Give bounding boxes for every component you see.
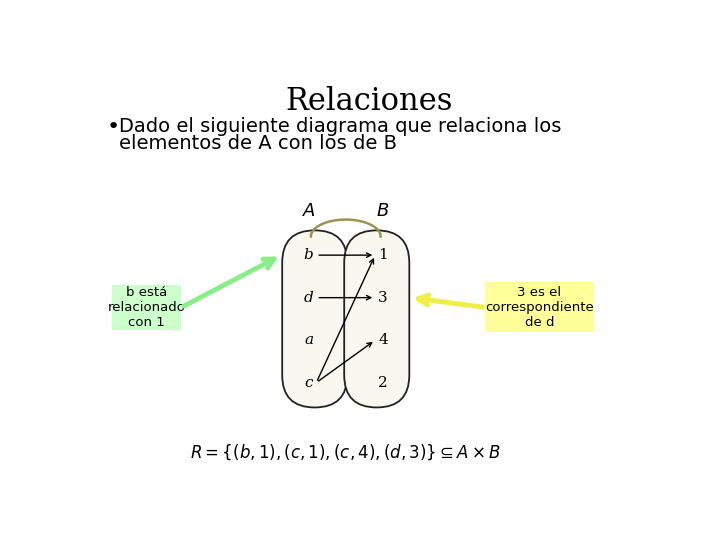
Text: b: b: [304, 248, 313, 262]
Text: a: a: [304, 333, 313, 347]
FancyBboxPatch shape: [485, 282, 594, 333]
Text: 2: 2: [378, 376, 388, 390]
Text: 4: 4: [378, 333, 388, 347]
Text: Dado el siguiente diagrama que relaciona los: Dado el siguiente diagrama que relaciona…: [120, 117, 562, 136]
Text: $A$: $A$: [302, 201, 315, 220]
Text: c: c: [305, 376, 312, 390]
FancyBboxPatch shape: [282, 231, 347, 408]
FancyBboxPatch shape: [344, 231, 409, 408]
Text: •: •: [107, 117, 120, 137]
Text: $R = \{(b,1),(c,1),(c,4),(d,3)\} \subseteq A \times B$: $R = \{(b,1),(c,1),(c,4),(d,3)\} \subset…: [190, 442, 501, 462]
Text: d: d: [304, 291, 313, 305]
Text: 1: 1: [378, 248, 388, 262]
FancyBboxPatch shape: [112, 285, 181, 330]
Text: $B$: $B$: [377, 201, 390, 220]
Text: b está
relacionado
con 1: b está relacionado con 1: [107, 286, 186, 329]
Text: 3 es el
correspondiente
de d: 3 es el correspondiente de d: [485, 286, 594, 329]
Text: elementos de A con los de B: elementos de A con los de B: [120, 134, 397, 153]
Text: 3: 3: [378, 291, 388, 305]
Text: Relaciones: Relaciones: [285, 86, 453, 117]
